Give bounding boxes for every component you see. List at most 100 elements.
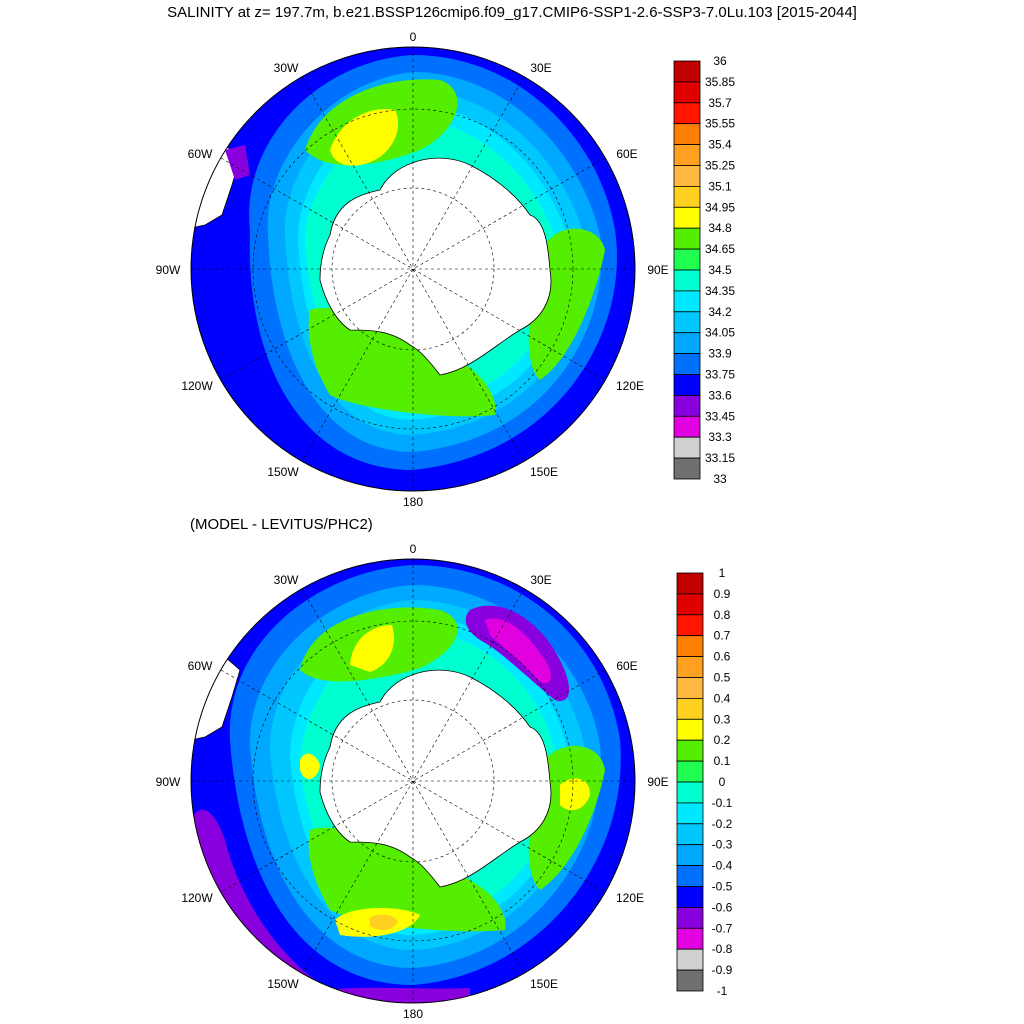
lon-label: 30W <box>274 61 299 75</box>
colorbar-swatch <box>673 415 701 438</box>
lon-label: 180 <box>403 495 423 509</box>
colorbar-swatch <box>676 886 704 908</box>
colorbar-swatch <box>673 60 701 83</box>
colorbar-label: 34.95 <box>705 200 735 214</box>
colorbar-swatch <box>676 718 704 741</box>
colorbar-swatch <box>676 823 704 846</box>
colorbar-swatch <box>673 123 701 145</box>
colorbar-label: 35.1 <box>708 179 732 193</box>
colorbar-swatch <box>676 781 704 804</box>
colorbar-swatch <box>676 948 704 971</box>
colorbar-swatch <box>673 81 701 104</box>
colorbar-swatch <box>673 269 701 292</box>
lon-label: 90E <box>647 775 668 789</box>
lon-label: 30W <box>274 573 299 587</box>
colorbar-label: 35.4 <box>708 138 732 152</box>
colorbar-label: -0.2 <box>712 817 733 831</box>
colorbar-swatch <box>673 394 701 417</box>
colorbar-swatch <box>676 802 704 825</box>
colorbar-label: 34.5 <box>708 263 732 277</box>
lon-label: 30E <box>530 61 551 75</box>
colorbar-label: -1 <box>717 984 728 998</box>
lon-label: 60W <box>188 659 213 673</box>
colorbar-swatch <box>676 656 704 678</box>
colorbar-label: -0.3 <box>712 838 733 852</box>
colorbar-label: 0.1 <box>714 754 731 768</box>
lon-label: 90W <box>156 775 181 789</box>
lon-label: 120E <box>616 891 644 905</box>
lon-label: 120W <box>181 891 213 905</box>
lon-label: 150E <box>530 977 558 991</box>
lon-label: 60E <box>616 147 637 161</box>
colorbar-swatch <box>676 572 704 595</box>
colorbar-label: 36 <box>713 54 727 68</box>
colorbar-swatch <box>676 739 704 762</box>
difference-field <box>191 559 635 1003</box>
lon-label: 60W <box>188 147 213 161</box>
colorbar-swatch <box>673 332 701 355</box>
figure-title: SALINITY at z= 197.7m, b.e21.BSSP126cmip… <box>167 4 857 21</box>
colorbar-label: 0.4 <box>714 691 731 705</box>
lon-label: 90E <box>647 263 668 277</box>
colorbar-label: -0.7 <box>712 921 733 935</box>
colorbar-label: 35.7 <box>708 96 732 110</box>
difference-subtitle: (MODEL - LEVITUS/PHC2) <box>190 516 373 533</box>
colorbar-label: 0 <box>719 775 726 789</box>
colorbar-swatch <box>673 374 701 396</box>
colorbar-label: 0.6 <box>714 650 731 664</box>
colorbar-label: 35.85 <box>705 75 735 89</box>
colorbar-label: 34.35 <box>705 284 735 298</box>
colorbar-label: 35.55 <box>705 117 735 131</box>
colorbar-label: 34.2 <box>708 305 732 319</box>
lon-label: 120E <box>616 379 644 393</box>
lon-label: 120W <box>181 379 213 393</box>
colorbar-label: 0.9 <box>714 587 731 601</box>
colorbar-swatch <box>676 593 704 616</box>
colorbar-swatch <box>673 248 701 271</box>
colorbar-swatch <box>676 635 704 658</box>
colorbar-label: 35.25 <box>705 159 735 173</box>
colorbar-label: 34.8 <box>708 221 732 235</box>
colorbar-label: 33.3 <box>708 430 732 444</box>
colorbar-swatch <box>673 353 701 375</box>
colorbar-swatch <box>673 457 701 480</box>
colorbar-swatch <box>676 614 704 637</box>
colorbar-label: 0.7 <box>714 629 731 643</box>
colorbar-label: 0.3 <box>714 712 731 726</box>
colorbar-swatch <box>676 760 704 783</box>
colorbar-swatch <box>673 102 701 125</box>
colorbar-swatch <box>673 227 701 250</box>
colorbar-label: -0.6 <box>712 900 733 914</box>
lon-label: 0 <box>410 30 417 44</box>
colorbar-label: 33.15 <box>705 451 735 465</box>
colorbar-swatch <box>676 907 704 929</box>
difference-colorbar: 1 0.9 0.8 0.7 0.6 0.5 0.4 0.3 0.2 0.1 0 -0.1 -0.2 -0.… <box>676 566 733 998</box>
colorbar-label: 33 <box>713 472 727 486</box>
colorbar-label: 34.65 <box>705 242 735 256</box>
colorbar-label: 1 <box>719 566 726 580</box>
lon-label: 90W <box>156 263 181 277</box>
colorbar-label: 33.45 <box>705 409 735 423</box>
colorbar-label: -0.8 <box>712 942 733 956</box>
lon-label: 150E <box>530 465 558 479</box>
colorbar-label: 34.05 <box>705 326 735 340</box>
colorbar-swatch <box>676 969 704 992</box>
colorbar-label: 33.75 <box>705 368 735 382</box>
lon-label: 30E <box>530 573 551 587</box>
lon-label: 60E <box>616 659 637 673</box>
colorbar-label: 0.2 <box>714 733 731 747</box>
colorbar-swatch <box>676 698 704 720</box>
colorbar-swatch <box>676 844 704 867</box>
colorbar-swatch <box>673 144 701 166</box>
top-longitude-labels: 0 30E 60E 90E 120E 150E 180 150W 120W 90… <box>156 30 669 509</box>
colorbar-swatch <box>676 927 704 950</box>
colorbar-label: 0.5 <box>714 671 731 685</box>
colorbar-label: -0.4 <box>712 859 733 873</box>
colorbar-label: 33.6 <box>708 388 732 402</box>
lon-label: 150W <box>267 465 299 479</box>
colorbar-swatch <box>673 436 701 459</box>
lon-label: 150W <box>267 977 299 991</box>
colorbar-swatch <box>676 677 704 699</box>
colorbar-label: 33.9 <box>708 347 732 361</box>
colorbar-swatch <box>673 185 701 208</box>
